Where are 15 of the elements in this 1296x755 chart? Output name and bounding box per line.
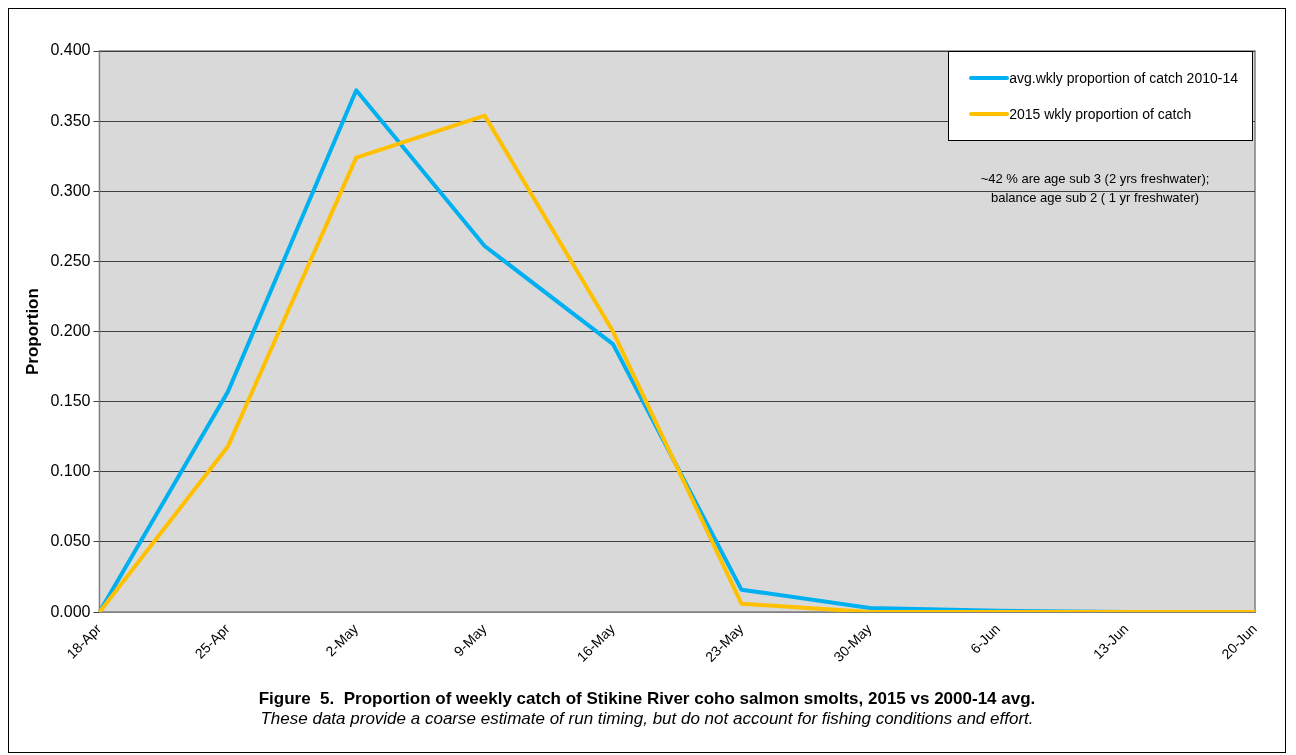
text: Figure 5. Proportion of weekly catch of Stikine River coho salmon smolts, 2015 vs 2000-14 avg. [257, 689, 1037, 709]
legend-label: 2015 wkly proportion of catch [1009, 106, 1192, 122]
y-tick-label: 0.150 [50, 392, 91, 410]
y-tick-label: 0.000 [50, 602, 91, 620]
y-tick-label: 0.200 [50, 321, 91, 339]
y-tick-label: 0.300 [50, 181, 91, 199]
annotation: ~42 % are age sub 3 (2 yrs freshwater); balance age sub 2 ( 1 yr freshwater) [980, 171, 1210, 205]
y-tick-label: 0.100 [50, 462, 91, 480]
y-tick-label: 0.050 [50, 532, 91, 550]
text: These data provide a coarse estimate of run timing, but do not account for fishing conditions and effort. [259, 709, 1035, 729]
y-tick-label: 0.400 [50, 41, 91, 59]
legend-label: avg.wkly proportion of catch 2010-14 [1009, 70, 1238, 86]
y-tick-label: 0.250 [50, 251, 91, 269]
y-tick-label: 0.350 [50, 111, 91, 129]
y-axis-title: Proportion [22, 288, 42, 375]
